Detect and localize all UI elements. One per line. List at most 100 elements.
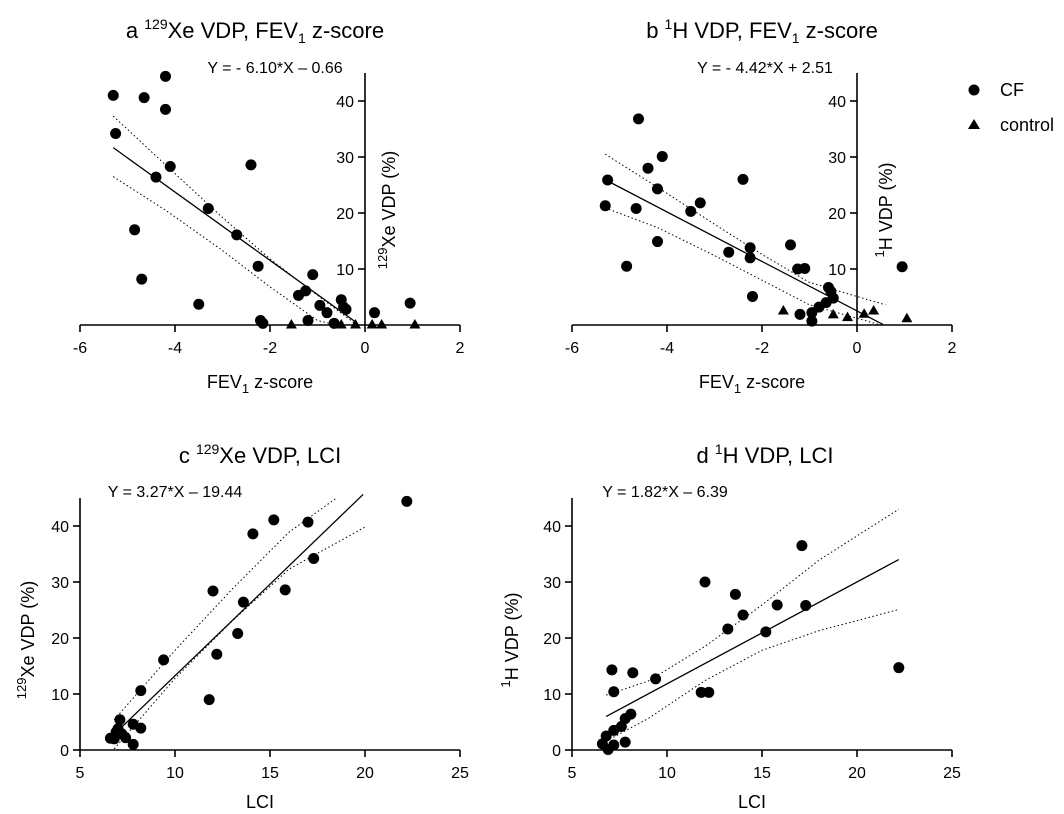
data-point-cf bbox=[737, 609, 749, 621]
data-point-cf bbox=[896, 261, 908, 273]
y-tick-label: 10 bbox=[336, 262, 354, 279]
data-point-cf bbox=[302, 315, 314, 327]
data-point-cf bbox=[630, 203, 642, 215]
x-axis-label: LCI bbox=[738, 792, 766, 812]
data-point-cf bbox=[404, 297, 416, 309]
title-suffix: z-score bbox=[800, 18, 878, 43]
y-label-main: Xe VDP (%) bbox=[379, 151, 399, 248]
series-control bbox=[285, 318, 421, 329]
data-point-cf bbox=[699, 576, 711, 588]
x-label-suffix: z-score bbox=[249, 372, 313, 392]
data-point-cf bbox=[110, 127, 122, 139]
x-tick-label: -6 bbox=[73, 340, 87, 357]
panel-letter: c bbox=[179, 443, 196, 468]
x-label-main: LCI bbox=[738, 792, 766, 812]
data-point-cf bbox=[608, 724, 620, 736]
data-point-cf bbox=[160, 103, 171, 115]
data-point-cf bbox=[114, 714, 126, 726]
data-point-cf bbox=[314, 299, 326, 311]
y-axis-label: 1H VDP (%) bbox=[498, 593, 522, 688]
y-tick-label: 30 bbox=[828, 150, 846, 167]
data-point-cf bbox=[695, 686, 707, 698]
y-tick-label: 10 bbox=[543, 687, 561, 704]
data-point-cf bbox=[703, 686, 715, 698]
x-tick-label: -4 bbox=[168, 340, 182, 357]
data-point-cf bbox=[602, 174, 614, 186]
y-tick-label: 20 bbox=[51, 631, 69, 648]
title-main: Xe VDP, LCI bbox=[219, 443, 341, 468]
data-point-cf bbox=[193, 298, 205, 310]
data-point-cf bbox=[127, 718, 139, 730]
data-point-cf bbox=[606, 664, 618, 676]
data-point-cf bbox=[685, 205, 697, 217]
x-tick-label: -2 bbox=[755, 340, 769, 357]
data-point-cf bbox=[160, 70, 171, 82]
title-superscript: 1 bbox=[715, 441, 723, 457]
y-tick-label: 10 bbox=[828, 262, 846, 279]
data-point-control bbox=[285, 318, 297, 329]
title-superscript: 1 bbox=[665, 16, 673, 32]
data-point-cf bbox=[599, 200, 611, 212]
y-label-main: H VDP (%) bbox=[502, 593, 522, 681]
data-point-cf bbox=[247, 528, 259, 540]
data-point-cf bbox=[279, 584, 291, 596]
title-subscript: 1 bbox=[792, 30, 800, 46]
data-point-cf bbox=[252, 260, 264, 272]
y-tick-label: 40 bbox=[543, 519, 561, 536]
data-point-cf bbox=[608, 739, 620, 751]
data-point-cf bbox=[744, 242, 756, 254]
y-tick-label: 20 bbox=[828, 206, 846, 223]
y-tick-label: 40 bbox=[51, 519, 69, 536]
ci-band-lower bbox=[605, 608, 899, 742]
data-point-cf bbox=[785, 239, 796, 251]
x-label-main: LCI bbox=[246, 792, 274, 812]
data-point-cf bbox=[619, 736, 631, 748]
data-point-control bbox=[858, 308, 870, 318]
title-suffix: z-score bbox=[306, 18, 384, 43]
data-point-cf bbox=[107, 89, 119, 101]
panel-letter: b bbox=[646, 18, 664, 43]
data-point-cf bbox=[694, 197, 706, 209]
data-point-control bbox=[335, 318, 347, 329]
data-point-cf bbox=[893, 662, 905, 674]
data-point-control bbox=[827, 308, 839, 319]
data-point-cf bbox=[108, 733, 120, 745]
x-axis-label: FEV1 z-score bbox=[207, 372, 313, 396]
x-tick-label: 5 bbox=[568, 765, 577, 782]
y-axis-label: 1H VDP (%) bbox=[872, 163, 896, 258]
data-point-cf bbox=[608, 686, 620, 698]
ci-band-lower bbox=[112, 176, 337, 326]
x-tick-label: 2 bbox=[948, 340, 957, 357]
legend-item-cf: CF bbox=[968, 80, 1024, 100]
data-point-cf bbox=[656, 150, 668, 162]
y-tick-label: 40 bbox=[828, 94, 846, 111]
data-point-cf bbox=[652, 183, 663, 195]
data-point-cf bbox=[135, 685, 147, 697]
x-tick-label: -4 bbox=[660, 340, 674, 357]
data-point-cf bbox=[150, 171, 162, 183]
data-point-cf bbox=[760, 626, 772, 638]
regression-equation: Y = - 4.42*X + 2.51 bbox=[697, 60, 833, 77]
x-tick-label: 0 bbox=[853, 340, 862, 357]
series-cf bbox=[107, 70, 416, 329]
title-main: H VDP, LCI bbox=[723, 443, 834, 468]
panel-title: a 129Xe VDP, FEV1 z-score bbox=[126, 16, 384, 46]
ci-band-upper bbox=[112, 115, 356, 325]
data-point-cf bbox=[796, 540, 808, 552]
fit-line bbox=[113, 493, 364, 735]
legend-marker-circle bbox=[968, 84, 980, 96]
data-point-cf bbox=[129, 224, 141, 236]
data-point-cf bbox=[328, 317, 340, 329]
data-point-cf bbox=[652, 236, 663, 248]
data-point-cf bbox=[650, 673, 662, 685]
x-label-suffix: z-score bbox=[741, 372, 805, 392]
data-point-cf bbox=[799, 262, 811, 274]
x-tick-label: 5 bbox=[76, 765, 85, 782]
data-point-cf bbox=[257, 317, 269, 329]
data-point-cf bbox=[369, 307, 380, 319]
x-axis-label: LCI bbox=[246, 792, 274, 812]
x-tick-label: 20 bbox=[848, 765, 866, 782]
data-point-control bbox=[376, 318, 388, 329]
y-tick-label: 20 bbox=[543, 631, 561, 648]
